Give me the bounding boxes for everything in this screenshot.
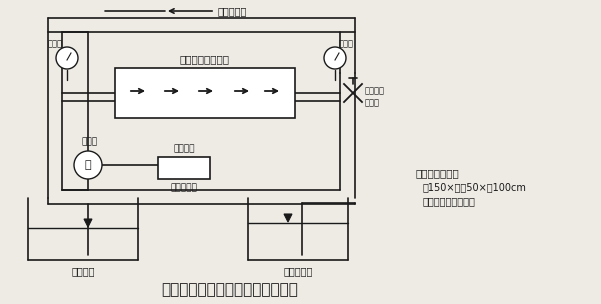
Text: Ｐ: Ｐ [85, 160, 91, 170]
Text: ＲＯ膜モジュール: ＲＯ膜モジュール [180, 54, 230, 64]
Text: ポンプ: ポンプ [82, 137, 98, 146]
Text: 図１　試作した膜濾過装置の構造: 図１ 試作した膜濾過装置の構造 [162, 282, 299, 297]
Text: 透過液水槽: 透過液水槽 [283, 266, 313, 276]
Bar [158, 157, 210, 179]
Text: 原液水槽: 原液水槽 [72, 266, 95, 276]
Text: 圧力制御: 圧力制御 [365, 87, 385, 95]
Text: 流量制御: 流量制御 [173, 144, 195, 153]
Text: 幅150×奥行50×高100cm: 幅150×奥行50×高100cm [423, 182, 527, 192]
Circle shape [56, 47, 78, 69]
Text: バルブ: バルブ [365, 98, 380, 108]
Circle shape [74, 151, 102, 179]
Polygon shape [84, 219, 92, 227]
Polygon shape [284, 214, 292, 222]
Text: 装置の大きさ：: 装置の大きさ： [415, 168, 459, 178]
Text: 濃縮液帰路: 濃縮液帰路 [218, 6, 248, 16]
Text: 圧力計: 圧力計 [48, 40, 63, 49]
Text: インバータ: インバータ [171, 183, 198, 192]
Text: 圧力計: 圧力計 [339, 40, 354, 49]
Text: （水槽部分を除く）: （水槽部分を除く） [423, 196, 476, 206]
Circle shape [324, 47, 346, 69]
Bar [115, 68, 295, 118]
